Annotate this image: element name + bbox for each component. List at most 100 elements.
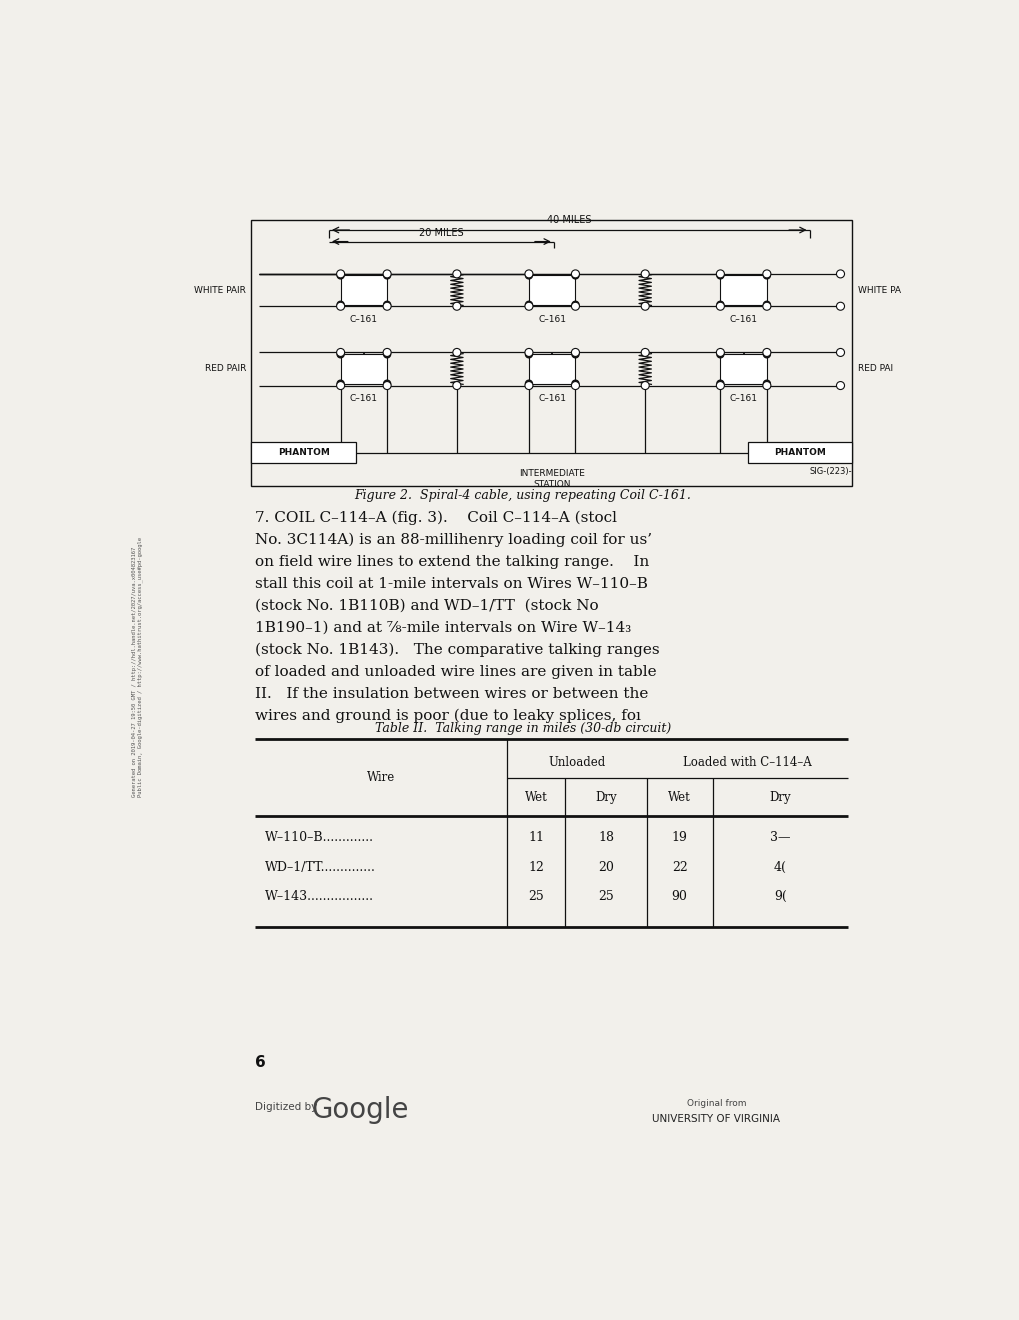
Circle shape [572, 380, 579, 387]
Circle shape [337, 380, 343, 387]
Text: (stock No. 1B110B) and WD–1/TT  (stock No: (stock No. 1B110B) and WD–1/TT (stock No [255, 599, 598, 612]
Circle shape [715, 348, 723, 356]
Circle shape [571, 302, 579, 310]
Circle shape [336, 302, 344, 310]
Circle shape [525, 381, 533, 389]
Circle shape [762, 380, 769, 387]
Circle shape [383, 302, 390, 310]
Circle shape [383, 351, 390, 358]
Text: 4(: 4( [773, 861, 787, 874]
Bar [747, 442, 851, 463]
Text: PHANTOM: PHANTOM [277, 447, 329, 457]
Circle shape [762, 302, 770, 310]
Text: W–110–B.............: W–110–B............. [264, 832, 373, 845]
Text: W–143.................: W–143................. [264, 890, 373, 903]
Text: 18: 18 [597, 832, 613, 845]
Circle shape [383, 380, 390, 387]
Text: INTERMEDIATE
STATION: INTERMEDIATE STATION [519, 470, 585, 488]
Circle shape [641, 302, 649, 310]
Circle shape [715, 269, 723, 279]
Circle shape [571, 348, 579, 356]
Circle shape [716, 380, 723, 387]
Text: 1B190–1) and at ⅞-mile intervals on Wire W–14₃: 1B190–1) and at ⅞-mile intervals on Wire… [255, 620, 631, 635]
Bar [719, 354, 766, 384]
Circle shape [337, 272, 343, 279]
Circle shape [836, 348, 844, 356]
Text: 11: 11 [528, 832, 544, 845]
Text: (stock No. 1B143).   The comparative talking ranges: (stock No. 1B143). The comparative talki… [255, 643, 659, 657]
Circle shape [336, 381, 344, 389]
Bar [719, 276, 766, 305]
Circle shape [715, 302, 723, 310]
Bar [340, 354, 387, 384]
Text: C–161: C–161 [538, 395, 566, 404]
Text: 25: 25 [597, 890, 613, 903]
Circle shape [716, 351, 723, 358]
Circle shape [762, 351, 769, 358]
Circle shape [336, 348, 344, 356]
Circle shape [525, 380, 532, 387]
Circle shape [641, 381, 649, 389]
Circle shape [762, 348, 770, 356]
Circle shape [383, 269, 390, 279]
Text: SIG-(223)-: SIG-(223)- [809, 467, 851, 477]
Circle shape [762, 272, 769, 279]
Circle shape [383, 301, 390, 308]
Circle shape [525, 348, 533, 356]
Circle shape [525, 301, 532, 308]
Bar [252, 442, 356, 463]
Circle shape [525, 269, 533, 279]
Circle shape [836, 269, 844, 279]
Text: Dry: Dry [769, 791, 791, 804]
Text: 7. COIL C–114–A (fig. 3).    Coil C–114–A (stocl: 7. COIL C–114–A (fig. 3). Coil C–114–A (… [255, 511, 616, 525]
Text: 9(: 9( [773, 890, 786, 903]
Text: RED PAI: RED PAI [857, 364, 892, 374]
Text: Wire: Wire [367, 771, 395, 784]
Text: WHITE PAIR: WHITE PAIR [194, 285, 246, 294]
Text: C–161: C–161 [538, 315, 566, 325]
Circle shape [641, 348, 649, 356]
Text: 40 MILES: 40 MILES [546, 215, 591, 226]
Text: 6: 6 [255, 1056, 266, 1071]
Circle shape [716, 272, 723, 279]
Text: Wet: Wet [525, 791, 547, 804]
Text: on field wire lines to extend the talking range.    In: on field wire lines to extend the talkin… [255, 554, 649, 569]
Text: 3—: 3— [769, 832, 790, 845]
Text: WHITE PA: WHITE PA [857, 285, 900, 294]
Text: Loaded with C–114–A: Loaded with C–114–A [683, 756, 811, 770]
Text: UNIVERSITY OF VIRGINIA: UNIVERSITY OF VIRGINIA [652, 1114, 780, 1125]
Text: II.   If the insulation between wires or between the: II. If the insulation between wires or b… [255, 686, 648, 701]
Bar [529, 354, 575, 384]
Text: Dry: Dry [595, 791, 616, 804]
Circle shape [452, 348, 461, 356]
Text: C–161: C–161 [729, 315, 757, 325]
Text: Generated on 2019-04-27 19:50 GMT / http://hdl.handle.net/2027/uva.x004823167
Pu: Generated on 2019-04-27 19:50 GMT / http… [131, 537, 143, 796]
Bar [340, 276, 387, 305]
Circle shape [383, 348, 390, 356]
Circle shape [716, 301, 723, 308]
Circle shape [525, 351, 532, 358]
Text: No. 3C114A) is an 88-millihenry loading coil for us’: No. 3C114A) is an 88-millihenry loading … [255, 533, 652, 548]
Text: 90: 90 [672, 890, 687, 903]
Text: C–161: C–161 [350, 315, 377, 325]
Circle shape [762, 381, 770, 389]
Text: 22: 22 [672, 861, 687, 874]
Circle shape [336, 269, 344, 279]
Circle shape [337, 351, 343, 358]
Text: Digitized by: Digitized by [255, 1102, 317, 1111]
Circle shape [836, 381, 844, 389]
Bar [529, 276, 575, 305]
Text: RED PAIR: RED PAIR [205, 364, 246, 374]
Text: stall this coil at 1-mile intervals on Wires W–110–B: stall this coil at 1-mile intervals on W… [255, 577, 648, 591]
Text: PHANTOM: PHANTOM [773, 447, 825, 457]
Text: 20 MILES: 20 MILES [419, 228, 464, 238]
Circle shape [571, 269, 579, 279]
Circle shape [525, 272, 532, 279]
Circle shape [641, 269, 649, 279]
Text: Figure 2.  Spiral-4 cable, using repeating Coil C-161.: Figure 2. Spiral-4 cable, using repeatin… [354, 490, 691, 503]
Text: Google: Google [311, 1096, 409, 1125]
Circle shape [762, 269, 770, 279]
Bar [252, 220, 851, 486]
Circle shape [836, 302, 844, 310]
Circle shape [383, 272, 390, 279]
